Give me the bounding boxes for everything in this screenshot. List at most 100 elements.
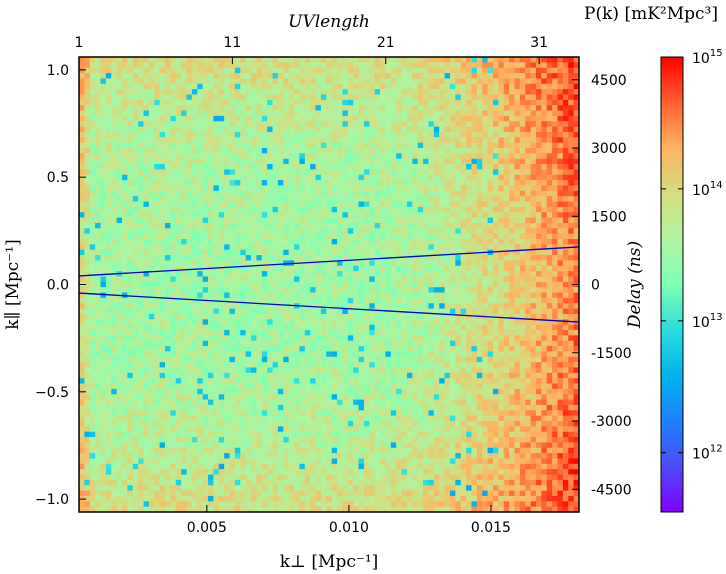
heatmap-cell xyxy=(79,67,85,74)
heatmap-cell xyxy=(122,180,128,186)
heatmap-cell xyxy=(256,131,263,138)
heatmap-cell xyxy=(181,324,188,331)
heatmap-cell xyxy=(127,490,134,497)
heatmap-cell xyxy=(337,469,343,476)
heatmap-cell xyxy=(159,57,166,63)
heatmap-cell xyxy=(79,356,85,363)
heatmap-cell xyxy=(240,324,247,331)
heatmap-cell xyxy=(380,340,386,347)
heatmap-cell xyxy=(353,372,360,379)
heatmap-cell xyxy=(342,431,349,438)
heatmap-cell xyxy=(261,437,268,443)
heatmap-cell xyxy=(251,142,257,149)
heatmap-cell xyxy=(148,313,155,320)
heatmap-cell xyxy=(283,426,290,433)
heatmap-cell xyxy=(342,83,349,90)
heatmap-cell xyxy=(175,180,182,186)
heatmap-cell xyxy=(132,67,139,74)
heatmap-cell xyxy=(326,308,333,315)
heatmap-cell xyxy=(213,463,220,470)
heatmap-cell xyxy=(251,239,257,245)
heatmap-cell xyxy=(337,463,343,470)
heatmap-cell xyxy=(79,121,85,128)
heatmap-cell xyxy=(390,297,397,304)
heatmap-cell xyxy=(320,426,327,433)
heatmap-cell xyxy=(186,297,193,304)
heatmap-cell xyxy=(95,335,102,342)
heatmap-cell xyxy=(218,324,225,331)
heatmap-cell xyxy=(256,287,263,294)
heatmap-cell xyxy=(79,260,85,267)
heatmap-cell xyxy=(122,495,128,502)
heatmap-cell xyxy=(337,142,343,149)
heatmap-cell xyxy=(127,190,134,197)
heatmap-cell xyxy=(326,351,333,358)
heatmap-cell xyxy=(304,180,311,186)
heatmap-cell xyxy=(272,335,279,342)
heatmap-cell xyxy=(347,212,354,219)
heatmap-cell xyxy=(95,421,102,427)
heatmap-cell xyxy=(191,73,198,79)
heatmap-cell xyxy=(240,372,247,379)
heatmap-cell xyxy=(138,185,145,192)
heatmap-cell xyxy=(251,335,257,342)
heatmap-cell xyxy=(111,99,118,106)
heatmap-cell xyxy=(331,362,338,368)
heatmap-cell xyxy=(326,174,333,181)
heatmap-cell xyxy=(320,212,327,219)
heatmap-cell xyxy=(256,180,263,186)
heatmap-cell xyxy=(363,356,370,363)
heatmap-cell xyxy=(95,105,102,112)
heatmap-cell xyxy=(283,308,290,315)
heatmap-cell xyxy=(320,346,327,352)
heatmap-cell xyxy=(369,169,376,176)
heatmap-cell xyxy=(181,148,188,154)
heatmap-cell xyxy=(272,174,279,181)
heatmap-cell xyxy=(310,271,317,277)
heatmap-cell xyxy=(116,255,123,261)
heatmap-cell xyxy=(181,105,188,112)
heatmap-cell xyxy=(197,399,204,406)
heatmap-cell xyxy=(143,94,150,101)
heatmap-cell xyxy=(79,190,85,197)
heatmap-cell xyxy=(267,351,274,358)
heatmap-cell xyxy=(288,469,295,476)
heatmap-cell xyxy=(240,410,247,417)
heatmap-cell xyxy=(256,174,263,181)
heatmap-cell xyxy=(251,169,257,176)
heatmap-cell xyxy=(234,506,241,513)
heatmap-cell xyxy=(197,148,204,154)
heatmap-cell xyxy=(369,453,376,459)
heatmap-cell xyxy=(127,404,134,411)
heatmap-cell xyxy=(251,421,257,427)
heatmap-cell xyxy=(380,201,386,208)
heatmap-cell xyxy=(218,330,225,336)
heatmap-cell xyxy=(224,174,231,181)
heatmap-cell xyxy=(95,174,102,181)
heatmap-cell xyxy=(208,495,214,502)
heatmap-cell xyxy=(116,319,123,326)
heatmap-cell xyxy=(191,99,198,106)
heatmap-cell xyxy=(272,271,279,277)
heatmap-cell xyxy=(218,142,225,149)
heatmap-cell xyxy=(267,324,274,331)
heatmap-cell xyxy=(272,126,279,133)
heatmap-cell xyxy=(224,67,231,74)
heatmap-cell xyxy=(89,239,96,245)
heatmap-cell xyxy=(202,362,209,368)
heatmap-cell xyxy=(245,228,252,235)
heatmap-cell xyxy=(374,73,381,79)
heatmap-cell xyxy=(240,89,247,95)
heatmap-cell xyxy=(342,196,349,203)
heatmap-cell xyxy=(159,131,166,138)
heatmap-cell xyxy=(105,351,112,358)
heatmap-cell xyxy=(240,330,247,336)
heatmap-cell xyxy=(256,137,263,144)
heatmap-cell xyxy=(116,185,123,192)
heatmap-cell xyxy=(277,442,284,449)
heatmap-cell xyxy=(234,153,241,160)
heatmap-cell xyxy=(122,479,128,486)
heatmap-cell xyxy=(380,83,386,90)
heatmap-cell xyxy=(89,501,96,508)
heatmap-cell xyxy=(294,415,300,422)
